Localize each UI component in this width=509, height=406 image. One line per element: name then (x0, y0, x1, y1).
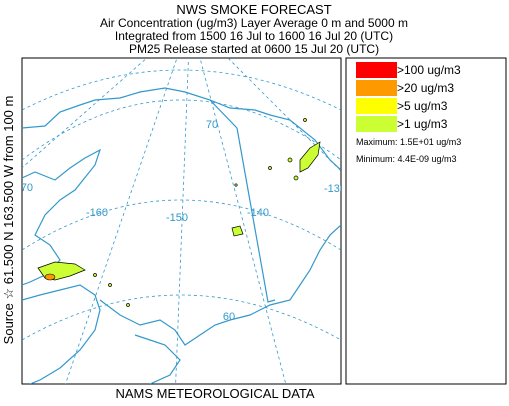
coast (22, 87, 238, 129)
smoke-plume (299, 141, 321, 173)
grid-label: -130 (324, 183, 346, 195)
grid-label: -170 (11, 182, 33, 194)
subtitle: PM25 Release started at 0600 15 Jul 20 (… (129, 42, 379, 56)
coastline (22, 87, 341, 384)
grid-label: 70 (206, 119, 218, 131)
smoke-spot (108, 283, 112, 287)
smoke-spot (287, 157, 293, 163)
title: NWS SMOKE FORECAST (176, 2, 331, 17)
smoke-plume (231, 225, 244, 237)
legend: Maximum: 1.5E+01 ug/m3 Minimum: 4.4E-09 … (345, 57, 507, 385)
smoke-spot (268, 166, 272, 170)
smoke-spot (126, 303, 130, 307)
subtitle: Integrated from 1500 16 Jul to 1600 16 J… (115, 29, 393, 43)
smoke-spot (293, 175, 299, 181)
legend-label: >100 ug/m3 (397, 63, 461, 77)
grid-label: -150 (166, 212, 188, 224)
coast (22, 284, 101, 384)
smoke (37, 118, 321, 307)
subtitle: Air Concentration (ug/m3) Layer Average … (100, 16, 408, 30)
meridian (227, 58, 341, 172)
parallel (22, 99, 341, 161)
parallel (22, 199, 341, 251)
minimum: Minimum: 4.4E-09 ug/m3 (356, 154, 457, 164)
legend-swatch (356, 80, 397, 96)
legend-swatch (356, 98, 397, 114)
source-label: Source ☆ 61.500 N 163.500 W from 100 m (1, 96, 16, 345)
grid-label: -140 (247, 207, 269, 219)
smoke-spot (93, 273, 97, 277)
legend-label: >20 ug/m3 (397, 81, 454, 95)
coast (99, 224, 341, 346)
legend-swatch (356, 116, 397, 132)
border (236, 127, 276, 303)
meridian (65, 58, 178, 384)
legend-swatch (356, 62, 397, 78)
coast (134, 334, 181, 384)
smoke-core (44, 273, 56, 281)
maximum: Maximum: 1.5E+01 ug/m3 (356, 137, 461, 147)
grid-label: -160 (86, 207, 108, 219)
graticule (22, 58, 341, 384)
smoke-spot (303, 118, 307, 122)
map-frame (21, 57, 342, 385)
grid-label: 60 (223, 311, 235, 323)
coast (209, 99, 341, 171)
parallel (22, 294, 341, 341)
legend-label: >1 ug/m3 (397, 117, 448, 131)
footer: NAMS METEOROLOGICAL DATA (115, 386, 314, 401)
map: -170 -160 -150 -140 -130 70 60 (11, 57, 346, 385)
legend-label: >5 ug/m3 (397, 99, 448, 113)
smoke-spot (234, 183, 238, 187)
